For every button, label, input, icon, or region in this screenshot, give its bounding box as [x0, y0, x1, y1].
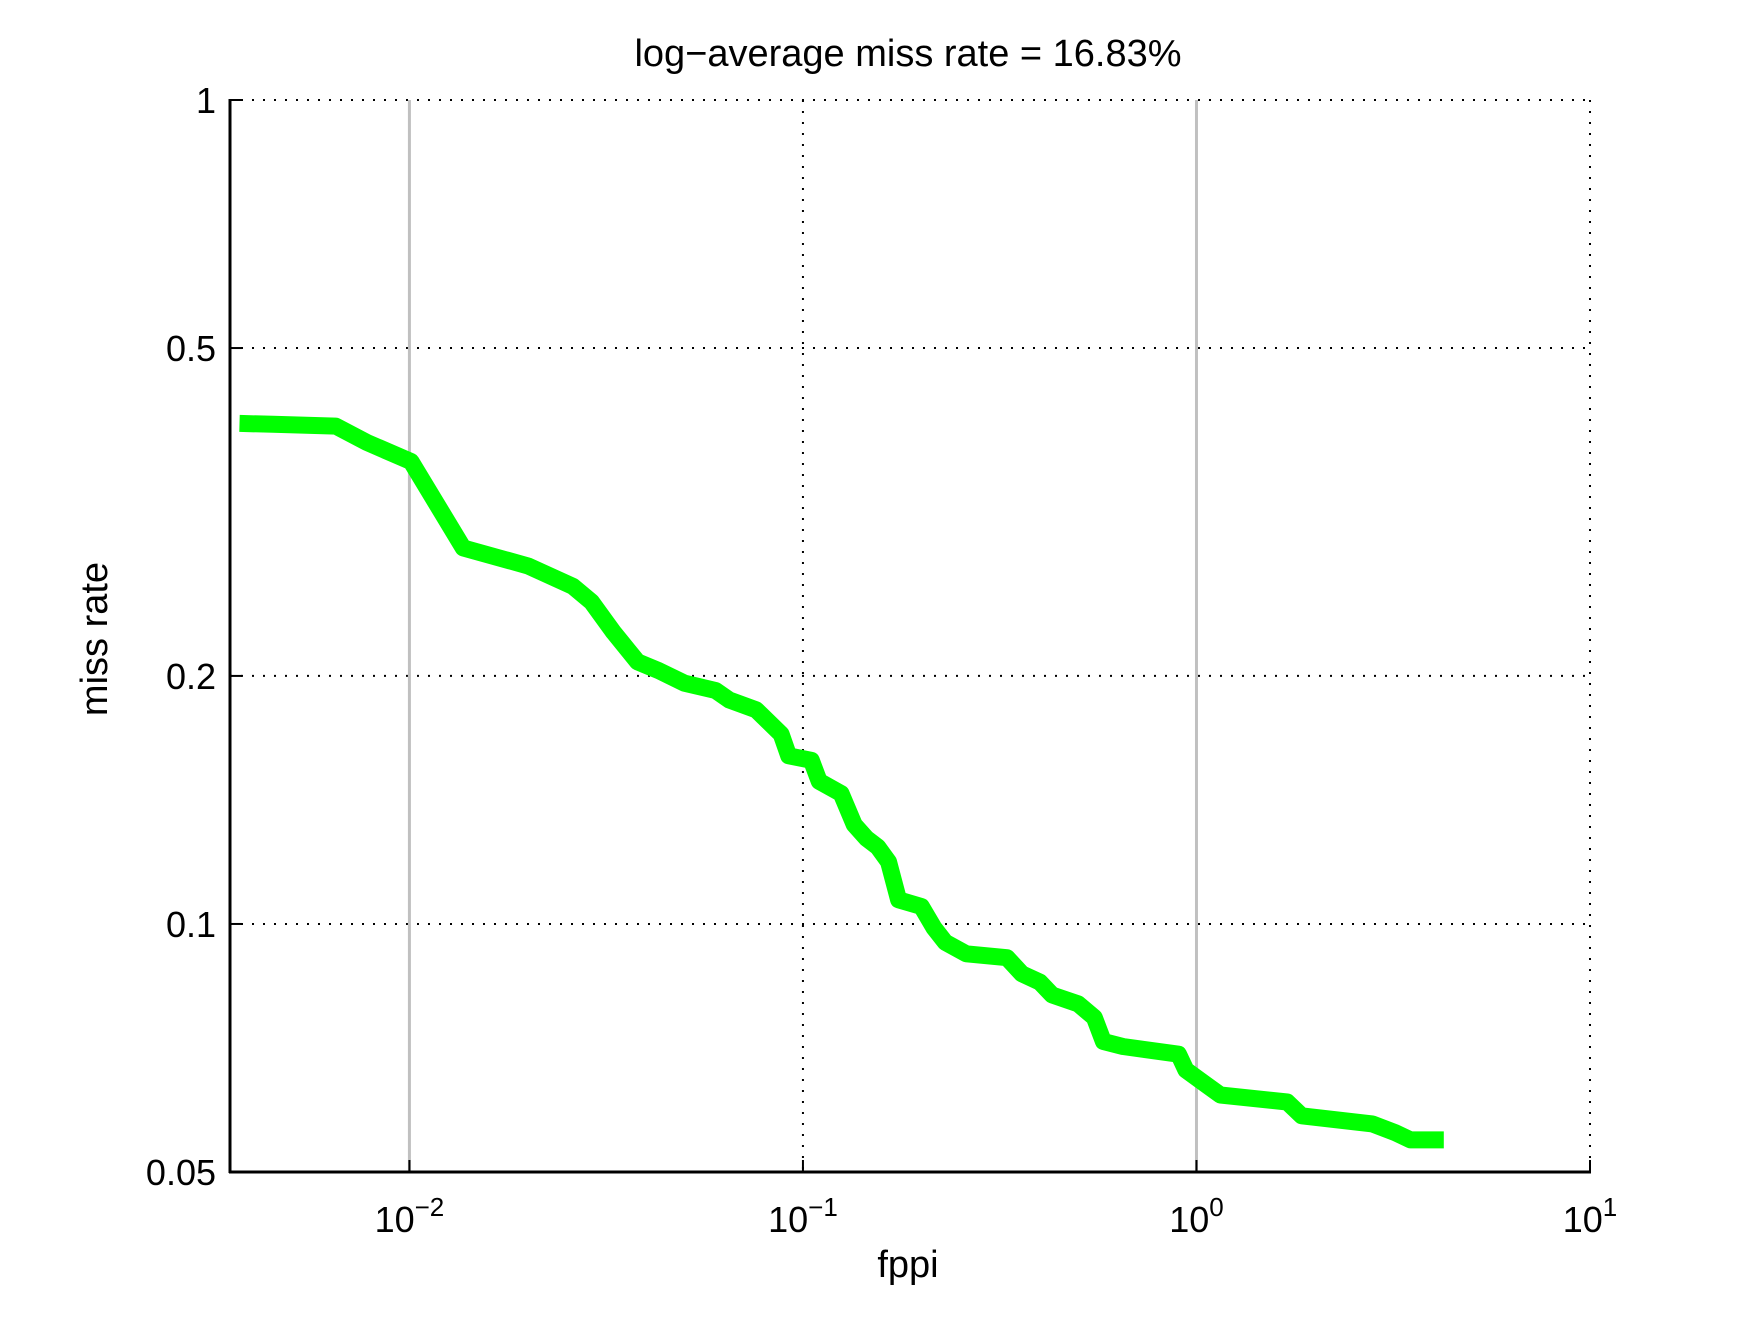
series-layer — [239, 414, 1444, 1149]
y-tick-label-4: 0.05 — [146, 1152, 216, 1193]
y-tick-label-1: 0.5 — [166, 328, 216, 369]
x-tick-label-3: 101 — [1563, 1192, 1618, 1240]
y-tick-label-3: 0.1 — [166, 904, 216, 945]
y-tick-label-2: 0.2 — [166, 656, 216, 697]
y-axis-label: miss rate — [74, 562, 116, 716]
x-tick-label-2: 100 — [1169, 1192, 1224, 1240]
axes-layer — [228, 99, 1591, 1174]
x-tick-label-0: 10−2 — [375, 1192, 445, 1240]
reference-lines — [407, 100, 1198, 1172]
x-axis-label: fppi — [877, 1244, 938, 1286]
tick-labels: 10−2 10−1 100 101 1 0.5 0.2 0.1 0.05 — [146, 80, 1617, 1240]
series-line-0 — [239, 414, 1444, 1149]
y-tick-label-0: 1 — [196, 80, 216, 121]
grid-layer — [230, 99, 1591, 1173]
x-tick-label-1: 10−1 — [768, 1192, 838, 1240]
chart-title: log−average miss rate = 16.83% — [634, 33, 1181, 75]
